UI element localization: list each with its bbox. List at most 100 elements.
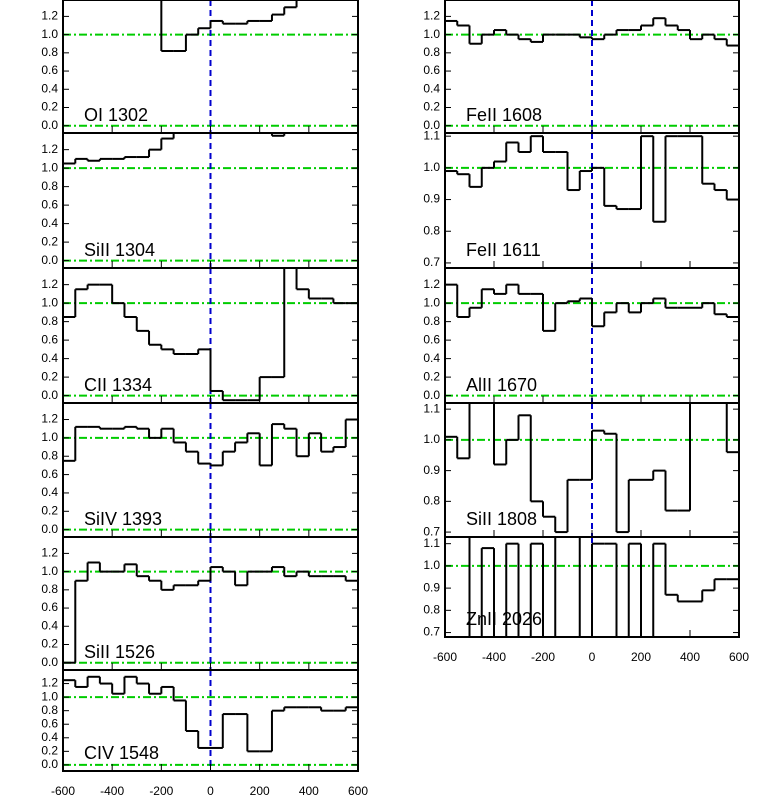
panel: 0.0 0.2 0.4 0.6 0.8 1.0 1.2 AlII 1670	[423, 267, 740, 404]
x-tick-label: 200	[250, 784, 270, 798]
y-tick-label: 0.8	[41, 703, 58, 717]
y-tick-label: 0.6	[41, 63, 58, 77]
y-tick-label: 1.2	[41, 277, 58, 291]
y-tick-label: 1.0	[423, 27, 440, 41]
y-tick-label: 0.2	[41, 369, 58, 383]
panel-plot	[445, 403, 739, 537]
panel: 0.7 0.8 0.9 1.0 1.1 SiII 1808	[423, 401, 740, 538]
panel-plot	[63, 268, 358, 403]
y-tick-label: 0.2	[41, 637, 58, 651]
y-tick-label: 0.6	[41, 197, 58, 211]
panel-plot	[63, 403, 358, 537]
y-tick-label: 1.0	[41, 689, 58, 703]
y-tick-label: 1.0	[41, 160, 58, 174]
y-tick-label: 0.0	[423, 118, 440, 132]
y-tick-label: 1.2	[41, 142, 58, 156]
y-tick-label: 0.0	[41, 118, 58, 132]
y-tick-label: 0.9	[423, 580, 440, 594]
panel-label: SiII 1808	[466, 509, 537, 529]
y-tick-label: 1.0	[423, 432, 440, 446]
y-tick-label: 1.0	[423, 558, 440, 572]
panel-label: SiIV 1393	[84, 509, 162, 529]
y-tick-label: 0.8	[423, 603, 440, 617]
panel-plot	[445, 0, 739, 133]
panel-plot	[63, 537, 358, 670]
y-tick-label: 0.8	[423, 494, 440, 508]
x-tick-label: -400	[482, 650, 506, 664]
y-tick-label: 0.0	[41, 253, 58, 267]
panel: 0.0 0.2 0.4 0.6 0.8 1.0 1.2 FeII 1608	[423, 0, 740, 134]
y-tick-label: 1.0	[41, 295, 58, 309]
y-tick-label: 1.2	[41, 676, 58, 690]
panel-label: FeII 1611	[466, 240, 541, 260]
y-tick-label: 0.8	[423, 45, 440, 59]
panel: 0.0 0.2 0.4 0.6 0.8 1.0 1.2 OI 1302	[41, 0, 359, 134]
x-tick-label: -200	[149, 784, 173, 798]
panel: 0.0 0.2 0.4 0.6 0.8 1.0 1.2 SiIV 1393	[41, 402, 359, 538]
y-tick-label: 0.9	[423, 192, 440, 206]
y-tick-label: 0.8	[41, 45, 58, 59]
y-tick-label: 1.2	[41, 546, 58, 560]
panel-plot	[63, 0, 358, 133]
panel-label: FeII 1608	[466, 105, 542, 125]
y-tick-label: 1.1	[423, 128, 440, 142]
y-tick-label: 0.7	[423, 625, 440, 639]
panel: 0.00.20.40.60.81.01.2 CIV 1548	[41, 669, 359, 772]
y-tick-label: 0.2	[41, 503, 58, 517]
y-tick-label: 1.2	[423, 9, 440, 23]
y-tick-label: 0.2	[423, 100, 440, 114]
y-tick-label: 0.0	[423, 388, 440, 402]
y-tick-label: 0.9	[423, 463, 440, 477]
y-tick-label: 0.0	[41, 522, 58, 536]
x-tick-label: 200	[631, 650, 651, 664]
panel: 0.0 0.2 0.4 0.6 0.8 1.0 1.2 SiII 1526	[41, 536, 359, 671]
y-tick-label: 0.8	[423, 314, 440, 328]
panel: 0.0 0.2 0.4 0.6 0.8 1.0 1.2 SiII 1304	[41, 132, 359, 269]
y-tick-label: 0.6	[41, 600, 58, 614]
y-tick-label: 1.2	[423, 277, 440, 291]
y-tick-label: 1.0	[423, 295, 440, 309]
panel-plot	[63, 133, 358, 268]
x-tick-label: 400	[680, 650, 700, 664]
y-tick-label: 1.0	[423, 160, 440, 174]
x-tick-label: 400	[299, 784, 319, 798]
y-tick-label: 0.4	[41, 81, 58, 95]
y-tick-label: 1.0	[41, 430, 58, 444]
y-tick-label: 1.0	[41, 564, 58, 578]
x-tick-label: -600	[433, 650, 457, 664]
y-tick-label: 0.0	[41, 388, 58, 402]
panel-plot	[445, 268, 739, 403]
y-tick-label: 1.0	[41, 27, 58, 41]
y-tick-label: 0.7	[423, 524, 440, 538]
y-tick-label: 0.4	[423, 81, 440, 95]
x-tick-label: 600	[729, 650, 749, 664]
y-tick-label: 0.0	[41, 655, 58, 669]
y-tick-label: 0.6	[423, 63, 440, 77]
panel-label: ZnII 2026	[466, 609, 542, 629]
x-tick-label: -200	[531, 650, 555, 664]
y-tick-label: 0.4	[41, 618, 58, 632]
panel-label: SiII 1304	[84, 240, 155, 260]
y-tick-label: 0.8	[423, 223, 440, 237]
panel-label: AlII 1670	[466, 375, 537, 395]
y-tick-label: 0.8	[41, 314, 58, 328]
x-tick-label: 0	[207, 784, 214, 798]
y-tick-label: 0.2	[41, 744, 58, 758]
x-tick-label: -400	[100, 784, 124, 798]
y-tick-label: 0.8	[41, 582, 58, 596]
y-tick-label: 1.2	[41, 9, 58, 23]
y-tick-label: 0.6	[423, 332, 440, 346]
y-tick-label: 1.2	[41, 412, 58, 426]
y-tick-label: 0.2	[41, 234, 58, 248]
panel-label: OI 1302	[84, 105, 148, 125]
y-tick-label: 0.7	[423, 255, 440, 269]
y-tick-label: 1.1	[423, 536, 440, 550]
y-tick-label: 1.1	[423, 401, 440, 415]
panel: 0.7 0.8 0.9 1.0 1.1 ZnII 2026	[423, 536, 740, 639]
panel: 0.0 0.2 0.4 0.6 0.8 1.0 1.2 CII 1334	[41, 267, 359, 404]
y-tick-label: 0.6	[41, 716, 58, 730]
y-tick-label: 0.4	[41, 730, 58, 744]
y-tick-label: 0.2	[41, 100, 58, 114]
panel: 0.7 0.8 0.9 1.0 1.1 FeII 1611	[423, 128, 740, 269]
